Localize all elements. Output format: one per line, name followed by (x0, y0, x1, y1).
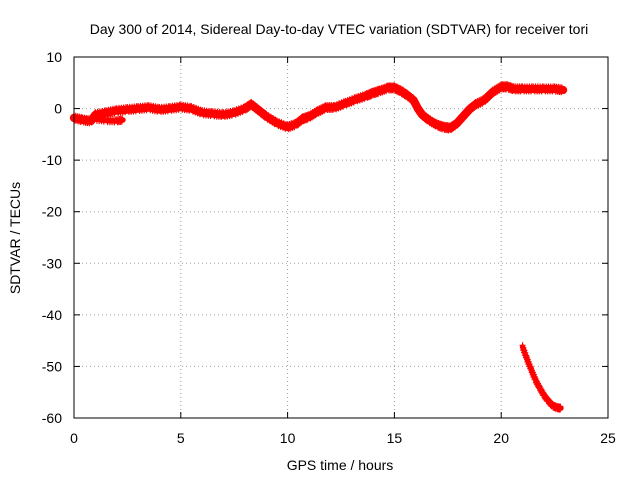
x-tick-label: 10 (280, 430, 296, 446)
data-point (81, 118, 84, 122)
data-point (542, 87, 546, 91)
data-series (69, 81, 568, 413)
data-point (243, 107, 247, 110)
data-point (386, 86, 390, 90)
data-point (147, 106, 150, 109)
data-point (482, 99, 486, 102)
data-point (168, 107, 172, 110)
y-tick-label: -30 (42, 255, 62, 271)
data-point (421, 113, 424, 117)
series-main-lower-streak (92, 114, 126, 126)
data-point (555, 406, 558, 409)
data-point (222, 113, 225, 117)
data-point (333, 106, 336, 109)
data-point (344, 102, 347, 105)
data-point (316, 110, 319, 113)
x-tick-label: 5 (177, 430, 185, 446)
data-point (115, 109, 118, 112)
data-point (294, 122, 298, 126)
data-point (455, 122, 458, 126)
chart-title: Day 300 of 2014, Sidereal Day-to-day VTE… (90, 21, 589, 37)
data-point (371, 91, 375, 95)
x-tick-label: 15 (387, 430, 403, 446)
data-point (121, 118, 125, 122)
data-point (547, 399, 550, 403)
data-point (301, 117, 304, 121)
data-point (365, 94, 368, 97)
data-point (265, 115, 268, 118)
data-point (115, 119, 118, 123)
y-tick-label: 0 (54, 101, 62, 117)
data-point (190, 107, 193, 110)
data-point (559, 407, 563, 410)
y-tick-label: -20 (42, 204, 62, 220)
axis-ticks: 0 5 10 15 20 25 10 0 -10 -20 -30 -40 -50 -60 (42, 49, 616, 446)
data-point (201, 111, 204, 114)
series-band (69, 82, 568, 133)
data-point (427, 118, 430, 122)
data-point (378, 89, 381, 93)
data-point (324, 106, 328, 109)
data-point (442, 125, 445, 129)
data-point (233, 111, 236, 114)
data-point (250, 103, 253, 106)
data-point (553, 87, 556, 91)
data-point (491, 90, 494, 94)
data-point (534, 378, 537, 381)
data-point (412, 99, 415, 102)
data-point (179, 105, 182, 109)
data-point (521, 345, 524, 348)
data-point (393, 86, 396, 90)
data-point (286, 125, 289, 129)
data-point (158, 108, 161, 111)
series-main (69, 81, 568, 134)
data-point (94, 117, 97, 121)
data-point (354, 98, 358, 101)
data-point (542, 394, 546, 397)
data-point (474, 103, 477, 106)
data-point (435, 123, 439, 127)
series-band (92, 116, 126, 124)
data-point (416, 107, 420, 110)
data-point (506, 85, 509, 89)
data-point (525, 357, 528, 360)
y-tick-label: -50 (42, 358, 62, 374)
data-point (532, 87, 535, 91)
data-point (307, 115, 311, 119)
data-point (561, 88, 565, 92)
data-point (461, 115, 464, 119)
data-point (500, 85, 503, 89)
plot-frame (73, 56, 609, 419)
data-point (126, 108, 129, 111)
data-point (468, 108, 471, 111)
data-point (136, 107, 140, 110)
series-outlier-tail (519, 342, 564, 413)
x-tick-label: 20 (493, 430, 509, 446)
y-tick-label: -60 (42, 410, 62, 426)
data-point (551, 404, 554, 407)
data-point (512, 87, 516, 91)
data-point (258, 110, 261, 113)
y-axis-label: SDTVAR / TECUs (7, 182, 23, 294)
data-point (521, 87, 524, 91)
y-tick-label: 10 (46, 49, 62, 65)
data-point (448, 127, 452, 130)
data-point (538, 386, 541, 390)
data-point (104, 119, 108, 122)
y-tick-label: -40 (42, 307, 62, 323)
x-tick-label: 0 (70, 430, 78, 446)
data-point (529, 368, 533, 371)
x-axis-label: GPS time / hours (287, 457, 394, 473)
y-tick-label: -10 (42, 152, 62, 168)
data-point (406, 94, 409, 97)
series-band (520, 344, 564, 411)
data-point (275, 121, 279, 125)
data-point (89, 119, 93, 123)
x-tick-label: 25 (600, 430, 616, 446)
data-point (104, 111, 108, 114)
data-point (211, 112, 214, 115)
data-point (399, 89, 402, 93)
